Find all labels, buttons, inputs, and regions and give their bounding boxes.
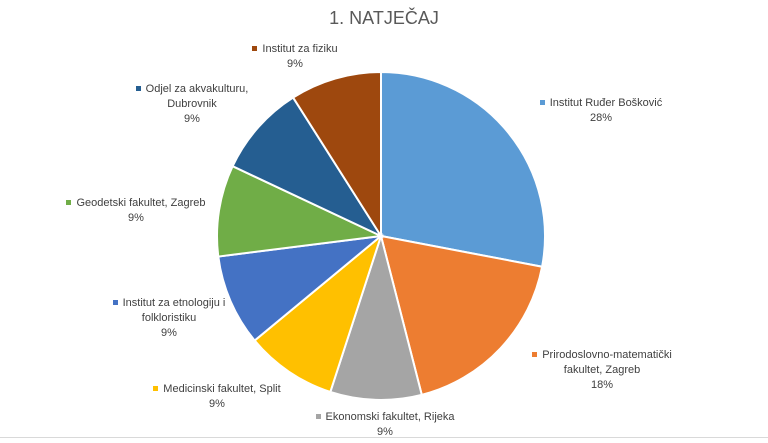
slice-label-percent: 28% (589, 112, 613, 124)
pie-slice (291, 70, 382, 240)
pie-slice (217, 234, 385, 342)
slice-label-name: Institut Ruđer Bošković (549, 97, 663, 109)
slice-label-percent: 9% (287, 58, 303, 70)
legend-marker-icon (252, 45, 258, 51)
slice-label: Institut za fiziku 9% (225, 42, 365, 72)
legend-marker-icon (135, 85, 141, 91)
chart-title: 1. NATJEČAJ (329, 8, 439, 28)
slice-label-name: Institut za etnologiju i folkloristiku (122, 297, 226, 324)
legend-marker-icon (153, 385, 159, 391)
slice-label-percent: 18% (590, 379, 614, 391)
slice-label-name: Geodetski fakultet, Zagreb (76, 197, 206, 209)
legend-marker-icon (539, 99, 545, 105)
legend-marker-icon (315, 413, 321, 419)
slice-label-percent: 9% (161, 327, 177, 339)
legend-marker-icon (532, 351, 538, 357)
slice-label: Geodetski fakultet, Zagreb 9% (46, 196, 226, 226)
slice-label: Institut za etnologiju i folkloristiku 9% (94, 296, 244, 341)
bottom-divider (0, 437, 768, 438)
pie-slice (329, 232, 424, 401)
slice-label: Medicinski fakultet, Split 9% (137, 382, 297, 412)
slice-label-name: Odjel za akvakulturu, Dubrovnik (145, 83, 249, 110)
slice-label: Ekonomski fakultet, Rijeka 9% (300, 410, 470, 440)
slice-label-percent: 9% (128, 212, 144, 224)
pie-slice (253, 233, 384, 394)
legend-marker-icon (66, 199, 72, 205)
pie-slice (231, 96, 384, 239)
legend-marker-icon (112, 299, 118, 305)
slice-label-percent: 9% (377, 426, 393, 438)
slice-label-percent: 9% (184, 113, 200, 125)
slice-label-percent: 9% (209, 398, 225, 410)
slice-label: Institut Ruđer Bošković 28% (506, 96, 696, 126)
pie-slice (379, 234, 544, 397)
slice-label-name: Ekonomski fakultet, Rijeka (325, 411, 455, 423)
pie-slice (380, 70, 546, 268)
slice-label-name: Medicinski fakultet, Split (163, 383, 281, 395)
slice-label: Prirodoslovno-matematički fakultet, Zagr… (512, 348, 692, 393)
slice-label-name: Prirodoslovno-matematički fakultet, Zagr… (542, 349, 672, 376)
slice-label-name: Institut za fiziku (262, 43, 338, 55)
slice-label: Odjel za akvakulturu, Dubrovnik 9% (112, 82, 272, 127)
pie-slice (216, 164, 385, 258)
